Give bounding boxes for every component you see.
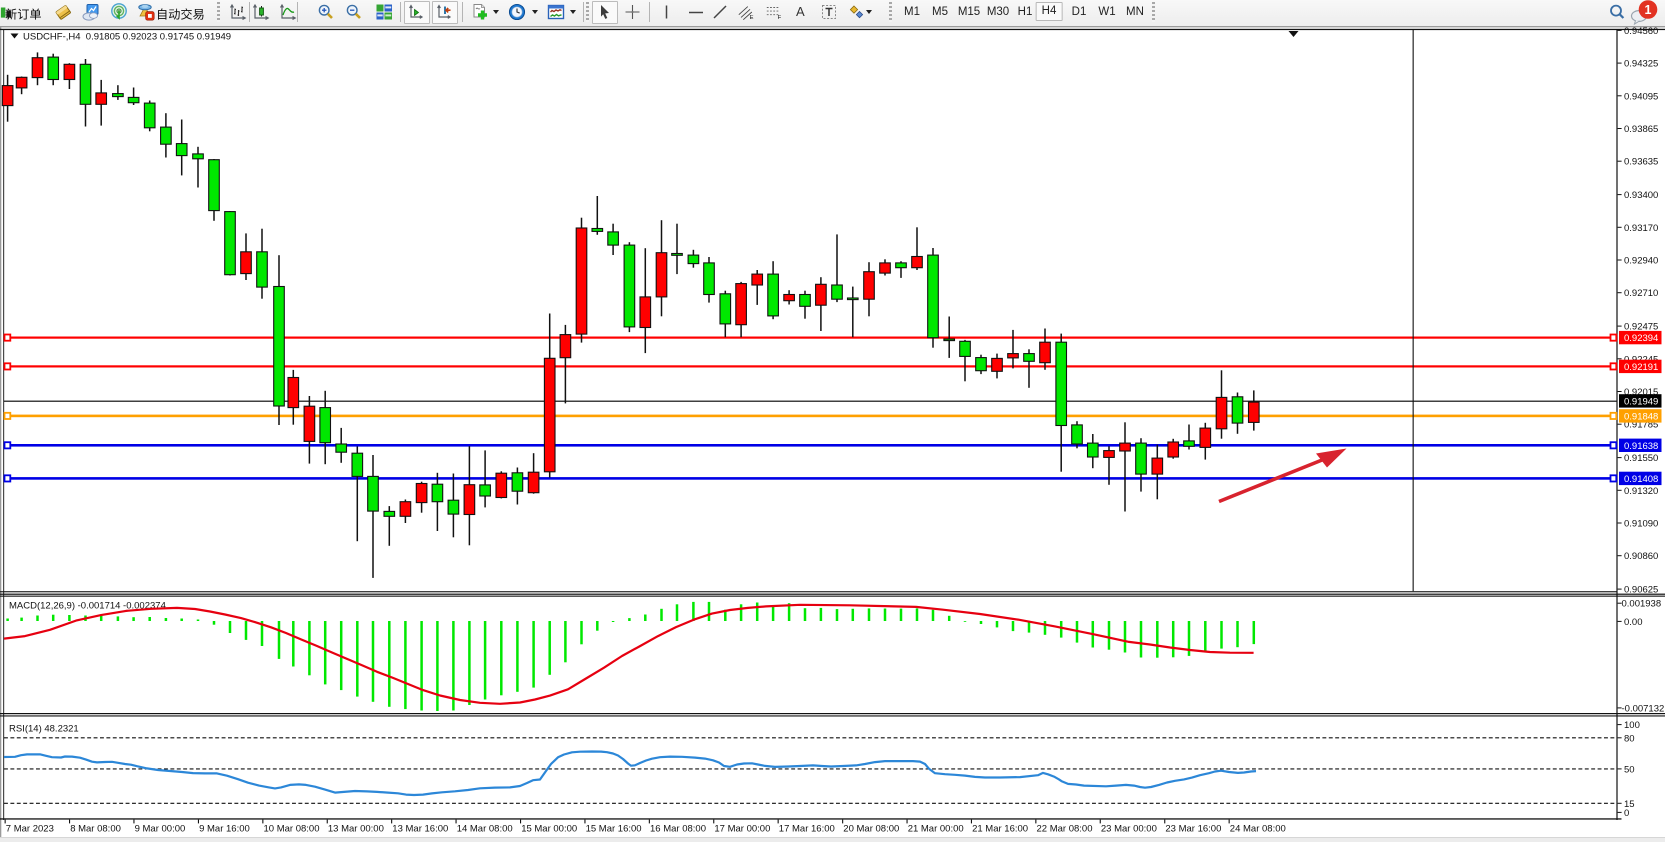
svg-text:-0.007132: -0.007132 bbox=[1622, 703, 1665, 714]
svg-text:8 Mar 08:00: 8 Mar 08:00 bbox=[70, 824, 121, 835]
svg-text:50: 50 bbox=[1624, 764, 1635, 775]
svg-text:0.90625: 0.90625 bbox=[1624, 585, 1658, 596]
svg-text:0.91408: 0.91408 bbox=[1624, 474, 1658, 485]
svg-text:13 Mar 00:00: 13 Mar 00:00 bbox=[328, 824, 384, 835]
svg-text:0.00: 0.00 bbox=[1624, 617, 1643, 628]
svg-text:RSI(14) 48.2321: RSI(14) 48.2321 bbox=[9, 724, 79, 735]
svg-text:0.93170: 0.93170 bbox=[1624, 223, 1658, 234]
svg-text:0.93400: 0.93400 bbox=[1624, 190, 1658, 201]
svg-text:0.91320: 0.91320 bbox=[1624, 486, 1658, 497]
svg-text:0.94095: 0.94095 bbox=[1624, 91, 1658, 102]
svg-text:22 Mar 08:00: 22 Mar 08:00 bbox=[1037, 824, 1093, 835]
svg-text:0.94325: 0.94325 bbox=[1624, 59, 1658, 70]
svg-text:24 Mar 08:00: 24 Mar 08:00 bbox=[1230, 824, 1286, 835]
svg-text:F: F bbox=[778, 15, 782, 21]
svg-text:E: E bbox=[750, 15, 754, 21]
svg-text:0.91550: 0.91550 bbox=[1624, 453, 1658, 464]
svg-text:0.91785: 0.91785 bbox=[1624, 420, 1658, 431]
svg-text:0.92475: 0.92475 bbox=[1624, 322, 1658, 333]
svg-text:100: 100 bbox=[1624, 720, 1640, 731]
svg-text:0.90860: 0.90860 bbox=[1624, 551, 1658, 562]
svg-text:0.91949: 0.91949 bbox=[1624, 397, 1658, 408]
svg-text:17 Mar 16:00: 17 Mar 16:00 bbox=[779, 824, 835, 835]
svg-text:21 Mar 00:00: 21 Mar 00:00 bbox=[908, 824, 964, 835]
svg-text:21 Mar 16:00: 21 Mar 16:00 bbox=[972, 824, 1028, 835]
svg-text:9 Mar 00:00: 9 Mar 00:00 bbox=[135, 824, 186, 835]
svg-text:0.92191: 0.92191 bbox=[1624, 362, 1658, 373]
svg-text:0.92394: 0.92394 bbox=[1624, 333, 1658, 344]
svg-text:15 Mar 16:00: 15 Mar 16:00 bbox=[586, 824, 642, 835]
svg-text:9 Mar 16:00: 9 Mar 16:00 bbox=[199, 824, 250, 835]
svg-text:15: 15 bbox=[1624, 799, 1635, 810]
svg-text:16 Mar 08:00: 16 Mar 08:00 bbox=[650, 824, 706, 835]
svg-text:0.92940: 0.92940 bbox=[1624, 256, 1658, 267]
svg-text:0.93865: 0.93865 bbox=[1624, 124, 1658, 135]
svg-text:USDCHF-,H4 0.91805 0.92023 0.: USDCHF-,H4 0.91805 0.92023 0.91745 0.919… bbox=[23, 32, 231, 43]
svg-text:0.001938: 0.001938 bbox=[1622, 599, 1662, 610]
svg-text:1: 1 bbox=[1645, 3, 1652, 17]
svg-text:0.93635: 0.93635 bbox=[1624, 157, 1658, 168]
svg-text:80: 80 bbox=[1624, 733, 1635, 744]
svg-text:7 Mar 2023: 7 Mar 2023 bbox=[6, 824, 54, 835]
svg-text:23 Mar 16:00: 23 Mar 16:00 bbox=[1165, 824, 1221, 835]
svg-text:0.94560: 0.94560 bbox=[1624, 26, 1658, 37]
svg-text:MACD(12,26,9) -0.001714 -0.002: MACD(12,26,9) -0.001714 -0.002374 bbox=[9, 601, 166, 612]
svg-text:17 Mar 00:00: 17 Mar 00:00 bbox=[714, 824, 770, 835]
svg-text:23 Mar 00:00: 23 Mar 00:00 bbox=[1101, 824, 1157, 835]
svg-text:15 Mar 00:00: 15 Mar 00:00 bbox=[521, 824, 577, 835]
svg-text:0.91848: 0.91848 bbox=[1624, 412, 1658, 423]
svg-text:0.92015: 0.92015 bbox=[1624, 387, 1658, 398]
svg-text:14 Mar 08:00: 14 Mar 08:00 bbox=[457, 824, 513, 835]
svg-text:10 Mar 08:00: 10 Mar 08:00 bbox=[264, 824, 320, 835]
svg-text:0.91090: 0.91090 bbox=[1624, 519, 1658, 530]
svg-text:13 Mar 16:00: 13 Mar 16:00 bbox=[392, 824, 448, 835]
svg-text:0: 0 bbox=[1624, 808, 1629, 819]
svg-text:0.92710: 0.92710 bbox=[1624, 288, 1658, 299]
svg-text:20 Mar 08:00: 20 Mar 08:00 bbox=[843, 824, 899, 835]
svg-text:0.91638: 0.91638 bbox=[1624, 441, 1658, 452]
